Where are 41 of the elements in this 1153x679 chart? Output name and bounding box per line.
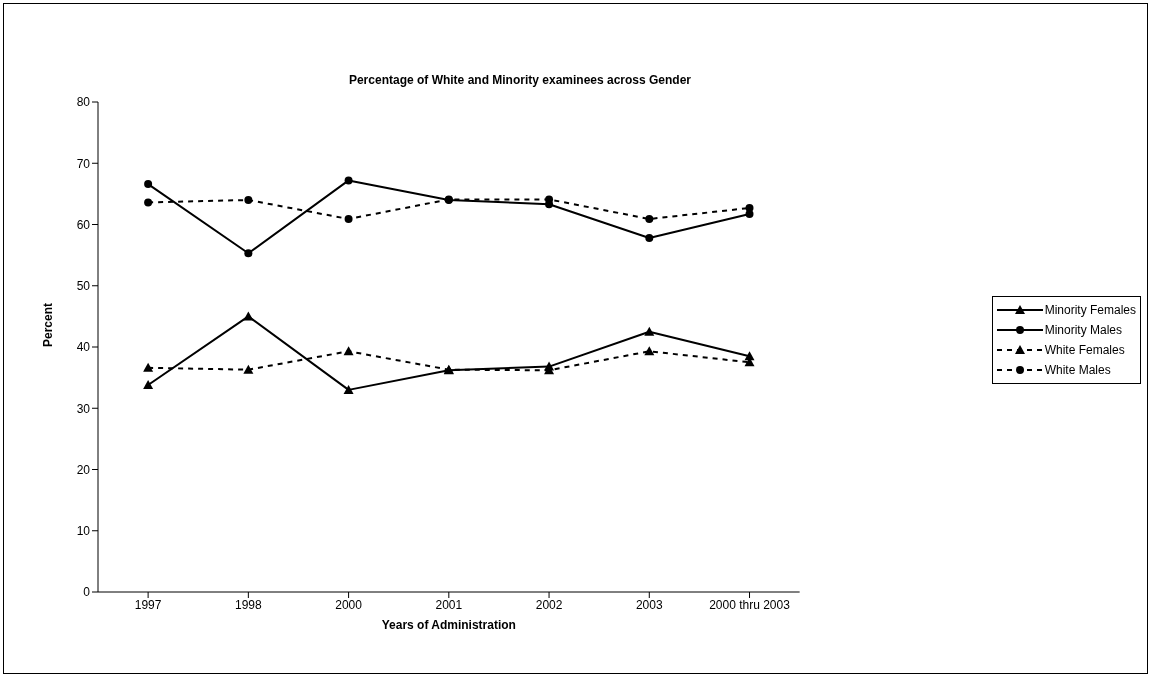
y-tick-label: 80 [76,95,91,110]
y-tick-label: 60 [76,217,91,232]
point [344,176,353,185]
legend-label: Minority Males [1044,322,1122,337]
point [243,311,254,321]
y-tick-label: 40 [76,340,91,355]
y-axis-title: Percent [41,302,56,347]
y-tick-label: 70 [76,156,91,171]
point [344,214,353,223]
legend-label: White Males [1044,362,1111,377]
point [244,196,253,204]
point [343,346,354,356]
point [745,203,754,212]
y-tick-label: 30 [76,401,91,416]
point [343,384,354,394]
legend-label: Minority Females [1044,302,1136,317]
chart-title: Percentage of White and Minority examinees across Gender [347,73,693,87]
y-tick-label: 50 [76,279,91,294]
point [143,379,154,389]
point [545,195,554,204]
y-tick-label: 10 [76,524,91,539]
x-tick-label: 1997 [134,597,162,612]
point [243,364,254,374]
legend-label: White Females [1044,342,1125,357]
x-tick-label: 2001 [435,597,463,612]
x-tick-label: 2000 thru 2003 [709,597,791,612]
point [144,198,153,207]
point [645,214,654,223]
point [644,346,655,356]
x-tick-label: 2002 [535,597,563,612]
point [143,362,154,372]
point [644,326,655,336]
x-axis-title: Years of Administration [381,618,516,632]
x-tick-label: 2000 [335,597,363,612]
y-tick-label: 0 [83,585,91,600]
point [244,249,253,258]
x-tick-label: 2003 [635,597,663,612]
point [645,233,654,242]
x-tick-label: 1998 [235,597,263,612]
y-tick-label: 20 [76,462,91,477]
point [144,180,153,189]
